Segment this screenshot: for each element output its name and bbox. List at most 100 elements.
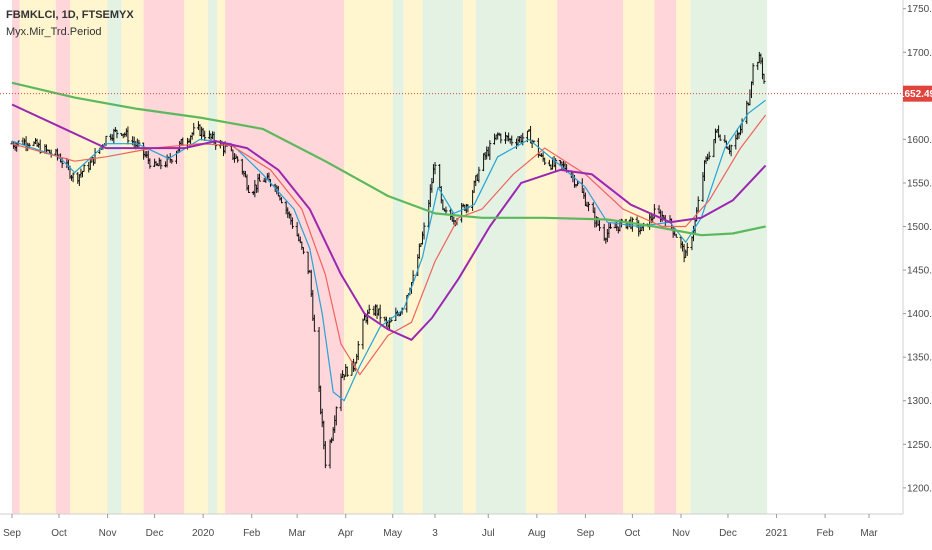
price-bar xyxy=(598,220,602,232)
price-bar xyxy=(334,406,338,426)
price-bar xyxy=(323,441,327,469)
background-band xyxy=(422,0,464,514)
x-tick-label: Jul xyxy=(482,528,495,539)
price-bar xyxy=(554,158,558,171)
y-tick-label: 1550.00 xyxy=(907,178,932,189)
series-line-3 xyxy=(11,103,767,341)
price-bar xyxy=(279,197,283,204)
series-line-1 xyxy=(11,99,766,402)
price-bar xyxy=(576,180,580,186)
price-bar xyxy=(301,247,305,255)
series-line-4 xyxy=(11,81,766,237)
price-bar xyxy=(543,157,547,166)
x-tick-label: Mar xyxy=(860,528,878,539)
x-tick-label: Dec xyxy=(719,528,737,539)
price-bar xyxy=(532,140,536,143)
background-band xyxy=(525,0,558,514)
background-band xyxy=(107,0,122,514)
background-band xyxy=(217,0,226,514)
background-band xyxy=(55,0,70,514)
price-bar xyxy=(356,341,360,361)
price-bar xyxy=(170,159,174,164)
price-bar xyxy=(159,159,163,170)
x-tick-label: Sep xyxy=(577,528,595,539)
background-band xyxy=(225,0,345,514)
x-tick-label: 3 xyxy=(432,528,438,539)
y-tick-label: 1600.00 xyxy=(907,135,932,146)
last-price-label: 1652.49 xyxy=(899,89,932,100)
y-tick-label: 1700.00 xyxy=(907,48,932,59)
price-bar xyxy=(345,366,349,377)
indicator-title[interactable]: Myx.Mir_Trd.Period xyxy=(6,26,102,38)
price-bar xyxy=(192,122,196,136)
background-band xyxy=(463,0,476,514)
last-price-tag-bg xyxy=(903,85,932,102)
x-tick-label: 2020 xyxy=(192,528,215,539)
price-bar xyxy=(685,242,689,256)
price-bar xyxy=(751,63,755,86)
y-tick-label: 1200.00 xyxy=(907,483,932,494)
background-band xyxy=(623,0,655,514)
y-tick-label: 1400.00 xyxy=(907,309,932,320)
background-band xyxy=(475,0,526,514)
background-band xyxy=(676,0,691,514)
background-band xyxy=(19,0,56,514)
background-bands xyxy=(12,0,768,514)
symbol-title[interactable]: FBMKLCI, 1D, FTSEMYX xyxy=(6,9,134,21)
price-bar xyxy=(378,304,382,323)
price-bar xyxy=(422,222,426,240)
price-bar xyxy=(258,173,262,182)
x-tick-label: Feb xyxy=(817,528,835,539)
price-bar xyxy=(762,73,766,84)
price-bar xyxy=(488,140,492,160)
background-band xyxy=(69,0,108,514)
background-band xyxy=(207,0,218,514)
background-band xyxy=(12,0,20,514)
background-band xyxy=(654,0,677,514)
background-band xyxy=(403,0,423,514)
price-bar xyxy=(433,162,437,175)
price-bar xyxy=(312,314,316,332)
y-tick-label: 1250.00 xyxy=(907,440,932,451)
price-bar xyxy=(115,129,119,139)
price-bar xyxy=(608,223,612,229)
x-tick-label: May xyxy=(383,528,402,539)
last-price-tag: 1652.49 xyxy=(899,85,932,102)
price-bar xyxy=(707,151,711,160)
y-tick-label: 1450.00 xyxy=(907,266,932,277)
price-bar xyxy=(203,130,207,141)
x-tick-label: Oct xyxy=(625,528,641,539)
price-bar xyxy=(510,135,514,146)
x-tick-label: Oct xyxy=(51,528,67,539)
price-bar xyxy=(587,201,591,212)
x-tick-label: 2021 xyxy=(765,528,788,539)
x-tick-label: Dec xyxy=(146,528,164,539)
price-bar xyxy=(148,158,152,169)
price-bar xyxy=(499,133,503,144)
y-axis-ticks[interactable]: 1750.001700.001650.001600.001550.001500.… xyxy=(903,4,932,494)
background-band xyxy=(690,0,768,514)
price-bar xyxy=(477,166,481,183)
x-tick-label: Feb xyxy=(243,528,261,539)
moving-averages xyxy=(11,81,767,402)
legend: FBMKLCI, 1D, FTSEMYX Myx.Mir_Trd.Period xyxy=(6,9,134,38)
price-bar xyxy=(126,126,130,145)
price-bar xyxy=(718,134,722,141)
background-band xyxy=(344,0,393,514)
x-tick-label: Nov xyxy=(99,528,117,539)
price-bar xyxy=(290,217,294,229)
price-bar xyxy=(674,233,678,238)
x-tick-label: Sep xyxy=(3,528,21,539)
background-band xyxy=(184,0,208,514)
price-bar xyxy=(247,184,251,194)
price-bar xyxy=(71,172,75,183)
price-bar xyxy=(82,164,86,173)
y-tick-label: 1750.00 xyxy=(907,4,932,15)
x-axis-ticks[interactable]: Sep Oct Nov Dec 2020 Feb Mar Apr May 3 Jul Aug Sep Oc… xyxy=(3,514,878,539)
price-bar xyxy=(236,156,240,163)
x-tick-label: Apr xyxy=(338,528,354,539)
background-band xyxy=(143,0,185,514)
